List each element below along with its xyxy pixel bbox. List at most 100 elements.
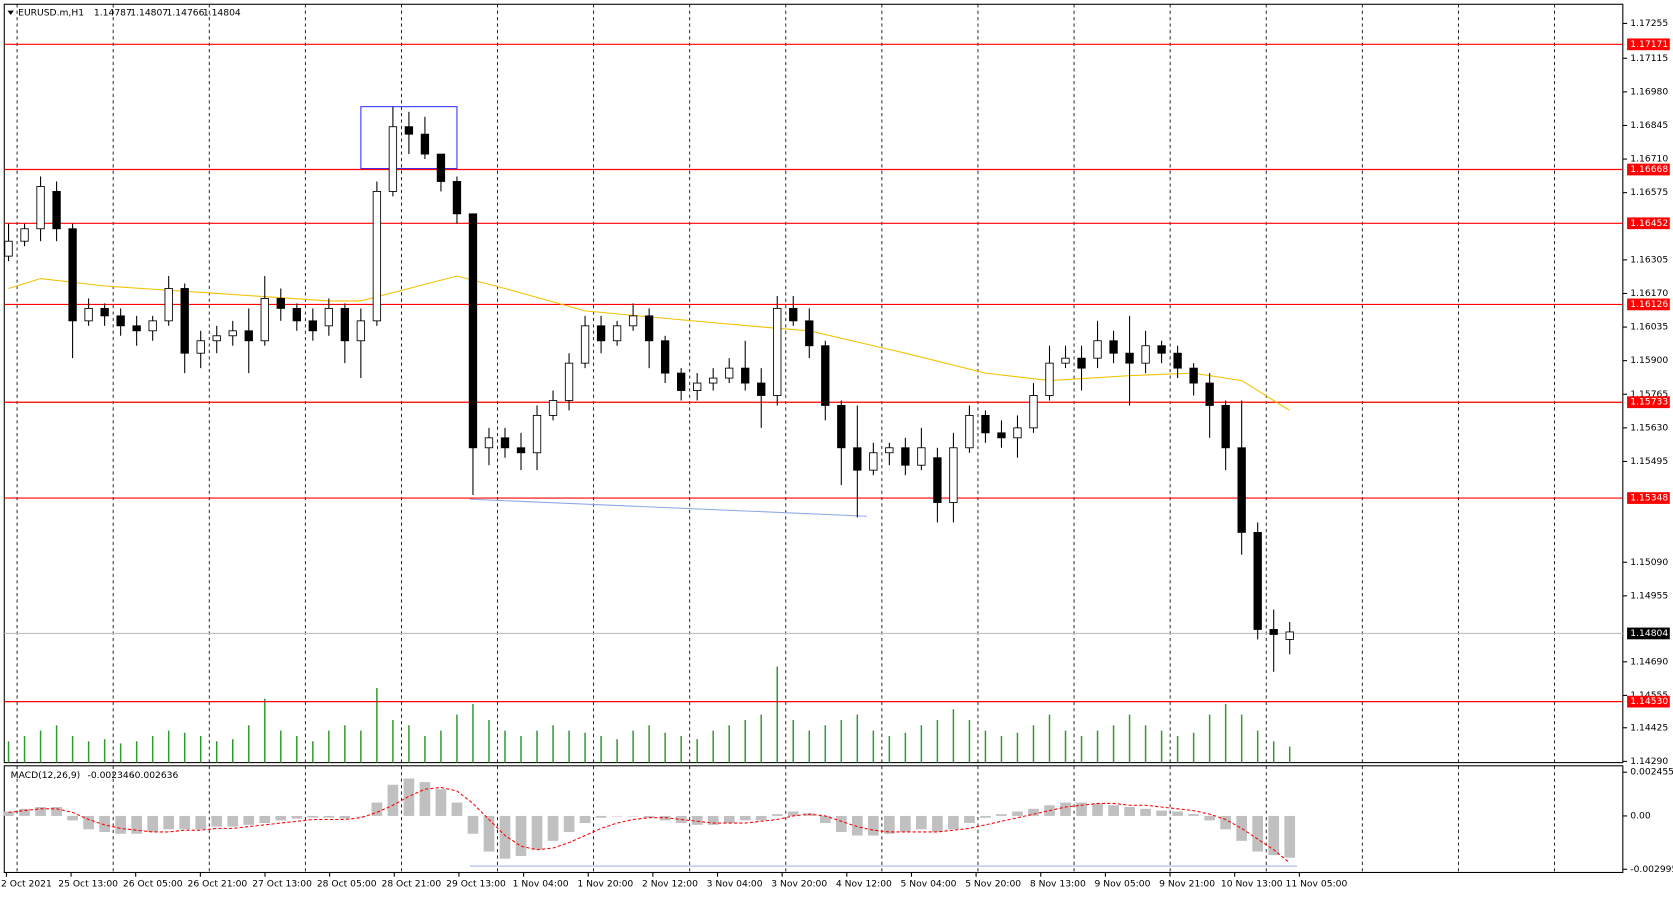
candle-body [1029,395,1038,429]
highlight-box [360,106,458,170]
level-label-bg [1627,298,1670,311]
candle-body [564,362,574,401]
macd-histogram-bar [1284,815,1296,858]
candle-body [612,325,622,342]
candle-body [1205,382,1214,406]
candle-body [725,367,734,379]
y-tick-label: 1.14690 [1630,656,1668,667]
candle-body [52,190,61,230]
macd-histogram-bar [1236,815,1248,841]
x-tick-label: 9 Nov 21:00 [1159,879,1215,890]
macd-histogram-bar [19,808,30,816]
macd-histogram-bar [707,815,719,825]
level-label: 1.17171 [1630,39,1668,50]
y-tick-label: 1.14955 [1630,590,1668,601]
x-tick-label: 10 Nov 13:00 [1221,879,1283,890]
candle-body [292,307,301,322]
y-tick-label: 1.14555 [1630,690,1668,701]
macd-histogram-bar [531,815,543,850]
candle-body [981,414,990,434]
y-tick-label: 1.15630 [1630,422,1668,433]
candle-body [1173,352,1182,369]
x-tick-label: 26 Oct 05:00 [123,879,183,890]
candle-body [853,447,862,471]
candle-body [212,335,221,342]
candle-body [1253,531,1262,630]
macd-header: -0.002346-0.002636 [88,770,179,781]
candle-body [532,414,542,454]
candle-body [500,437,510,449]
macd-histogram-bar [515,815,527,856]
level-label: 1.16126 [1630,299,1668,310]
candle-body [757,382,766,396]
y-tick-label: 1.16035 [1630,322,1668,333]
candle-body [837,405,846,449]
header-value: 1.14766 [167,7,205,18]
macd-histogram-bar [643,815,655,818]
x-tick-label: 29 Oct 13:00 [446,879,506,890]
level-label-bg [1627,163,1670,176]
level-label-bg [1627,492,1670,504]
candle-body [693,382,702,391]
macd-histogram-bar [435,789,447,816]
y-tick-label: 1.16845 [1630,120,1668,131]
level-label: 1.14530 [1630,696,1668,707]
candle-body [452,181,462,215]
macd-histogram-bar [83,815,94,830]
menu-arrow[interactable] [7,10,14,15]
macd-histogram-bar [291,815,303,819]
y-tick-label: 1.14425 [1630,722,1668,733]
macd-histogram-bar [980,815,991,818]
candle-body [628,315,638,327]
candle-body [404,126,414,135]
candle-body [1141,345,1150,364]
candle-body [1013,427,1022,439]
last-price-label: 1.14804 [1630,628,1668,639]
macd-histogram-bar [1172,811,1183,816]
candle-body [789,307,798,322]
candle-body [580,325,590,364]
candle-body [116,315,125,327]
level-label-bg [1627,695,1670,708]
macd-histogram-bar [1060,802,1071,816]
macd-histogram-bar [1268,815,1280,856]
macd-histogram-bar [1124,807,1135,816]
candle-body [1285,631,1294,640]
macd-histogram-bar [996,814,1007,816]
macd-histogram-bar [1076,802,1087,816]
macd-histogram-bar [835,815,847,832]
x-tick-label: 26 Oct 21:00 [188,879,248,890]
macd-histogram-bar [1188,814,1199,816]
level-label-bg [1627,217,1670,230]
candle-body [244,330,253,342]
macd-histogram-bar [483,815,495,852]
candle-body [1237,447,1246,533]
macd-histogram-bar [451,802,463,816]
candle-body [644,315,654,342]
macd-histogram-bar [932,815,943,832]
last-price-bg [1627,627,1670,640]
macd-histogram-bar [547,815,559,841]
macd-histogram-bar [467,815,479,834]
macd-histogram-bar [419,782,431,816]
candle-body [821,345,830,406]
macd-histogram-bar [755,815,767,821]
x-tick-label: 25 Oct 13:00 [58,879,118,890]
macd-histogram-bar [611,815,623,817]
macd-histogram-bar [163,815,175,830]
macd-histogram-bar [1204,815,1215,821]
candle-body [1125,352,1134,364]
candle-body [917,447,926,466]
y-tick-label: 1.16710 [1630,154,1668,165]
macd-histogram-bar [307,815,319,818]
candle-body [356,320,366,342]
header-value: 1.14807 [130,7,168,18]
macd-histogram-bar [739,815,751,821]
candle-body [805,320,814,347]
candle-body [885,447,894,454]
candle-body [100,307,109,317]
candle-body [949,447,958,503]
macd-histogram-bar [1252,815,1264,852]
y-tick-label: 1.14290 [1630,756,1668,767]
